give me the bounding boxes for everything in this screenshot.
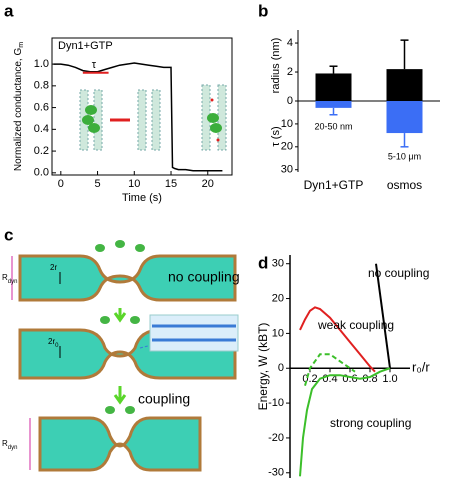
y2-tick-label: 10 bbox=[281, 118, 293, 130]
plot-frame bbox=[51, 37, 233, 176]
y-tick-label: -30 bbox=[268, 467, 284, 479]
y-tick-label: -20 bbox=[268, 432, 284, 444]
x-tick-label: 1.0 bbox=[382, 373, 397, 385]
y-tick-label: 20 bbox=[272, 292, 284, 304]
bar bbox=[386, 101, 423, 134]
bar bbox=[315, 73, 352, 101]
x-tick-label: 0 bbox=[58, 178, 64, 190]
y-axis-label-main: Normalized conductance, G bbox=[13, 48, 24, 172]
y-tick-label: 0 bbox=[287, 95, 293, 107]
annotation: Dyn1+GTP bbox=[58, 40, 113, 52]
y-tick-label: 0.0 bbox=[34, 167, 49, 179]
y-tick-label: 0.8 bbox=[34, 80, 49, 92]
panel-label: c bbox=[4, 225, 13, 244]
panel-label: d bbox=[258, 253, 268, 272]
annotation: 2r bbox=[50, 263, 57, 272]
line bbox=[53, 62, 223, 172]
curve-label: no coupling bbox=[368, 266, 429, 280]
curve bbox=[304, 353, 356, 386]
annotation: Rdyn bbox=[2, 273, 17, 284]
bar-annotation: 5-10 μm bbox=[388, 151, 421, 161]
curve bbox=[375, 263, 391, 369]
y-axis-label: Energy, W (kBT) bbox=[256, 323, 270, 411]
annotation: τ bbox=[92, 59, 97, 71]
y-tick-label: 1.0 bbox=[34, 58, 49, 70]
inset-illustration bbox=[79, 84, 227, 151]
curve bbox=[299, 306, 376, 373]
x-tick-label: 0.8 bbox=[362, 373, 377, 385]
y-tick-label: 30 bbox=[272, 258, 284, 270]
y2-tick-label: 30 bbox=[281, 164, 293, 176]
x-axis-label: r₀/r bbox=[412, 360, 430, 375]
y-tick-label: 4 bbox=[287, 37, 293, 49]
y-tick-label: 0.4 bbox=[34, 123, 49, 135]
annotation: 2r0 bbox=[48, 337, 59, 348]
y-tick-label: -10 bbox=[268, 397, 284, 409]
diagram: Rdyn 2r 2r0 Rdyn no coupling coupling bbox=[2, 240, 240, 472]
y-tick-label: 0.2 bbox=[34, 145, 49, 157]
y-axis-label-sub: m bbox=[18, 42, 25, 48]
y-tick-label: 10 bbox=[272, 327, 284, 339]
x-tick-label: 5 bbox=[94, 178, 100, 190]
panel-label: b bbox=[258, 1, 268, 20]
curve-label: strong coupling bbox=[330, 416, 411, 430]
curve bbox=[299, 367, 391, 477]
y-axis-label: radius (nm) bbox=[270, 38, 282, 94]
x-tick-label: 15 bbox=[165, 178, 177, 190]
x-tick-label: 20 bbox=[202, 178, 214, 190]
annotation: Rdyn bbox=[2, 439, 17, 450]
y-tick-label: 0 bbox=[278, 362, 284, 374]
x-tick-label: 10 bbox=[128, 178, 140, 190]
bar bbox=[386, 69, 423, 101]
x-tick-label: osmos bbox=[387, 178, 422, 192]
x-tick-label: Dyn1+GTP bbox=[304, 178, 364, 192]
x-tick-label: 0.6 bbox=[342, 373, 357, 385]
y2-axis-label: τ (s) bbox=[270, 126, 282, 146]
diagram-label: coupling bbox=[138, 391, 190, 407]
x-axis-label: Time (s) bbox=[122, 192, 162, 204]
y-axis-label: Normalized conductance, Gm bbox=[13, 42, 25, 171]
bar-annotation: 20-50 nm bbox=[314, 121, 352, 131]
y-tick-label: 2 bbox=[287, 66, 293, 78]
bar bbox=[315, 101, 352, 108]
curve-label: weak coupling bbox=[317, 318, 394, 332]
y-tick-label: 0.6 bbox=[34, 101, 49, 113]
diagram-label: no coupling bbox=[168, 269, 240, 285]
panel-label: a bbox=[4, 1, 14, 20]
y2-tick-label: 20 bbox=[281, 141, 293, 153]
